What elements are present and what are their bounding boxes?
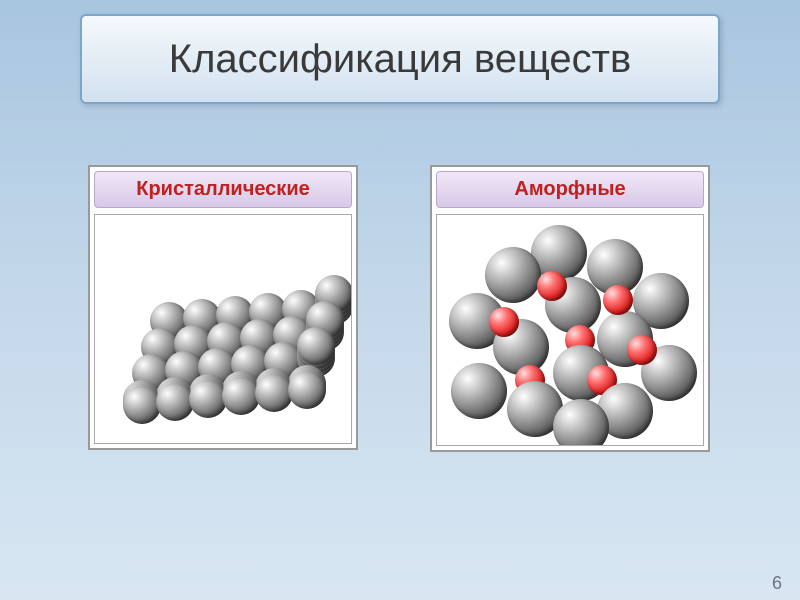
panel-amorphous-header: Аморфные <box>436 171 704 208</box>
title-box: Классификация веществ <box>80 14 720 104</box>
atom-sphere <box>297 327 335 365</box>
panel-amorphous: Аморфные <box>430 165 710 452</box>
crystal-diagram <box>94 214 352 444</box>
atom-sphere <box>451 363 507 419</box>
atom-sphere <box>288 371 326 409</box>
atom-sphere <box>485 247 541 303</box>
panel-crystalline-header: Кристаллические <box>94 171 352 208</box>
atom-sphere-red <box>537 271 567 301</box>
amorphous-diagram <box>436 214 704 446</box>
atom-sphere <box>553 399 609 446</box>
panel-crystalline: Кристаллические <box>88 165 358 450</box>
atom-sphere-red <box>627 335 657 365</box>
page-number: 6 <box>772 573 782 594</box>
atom-sphere-red <box>603 285 633 315</box>
page-title: Классификация веществ <box>169 37 631 82</box>
atom-sphere-red <box>489 307 519 337</box>
